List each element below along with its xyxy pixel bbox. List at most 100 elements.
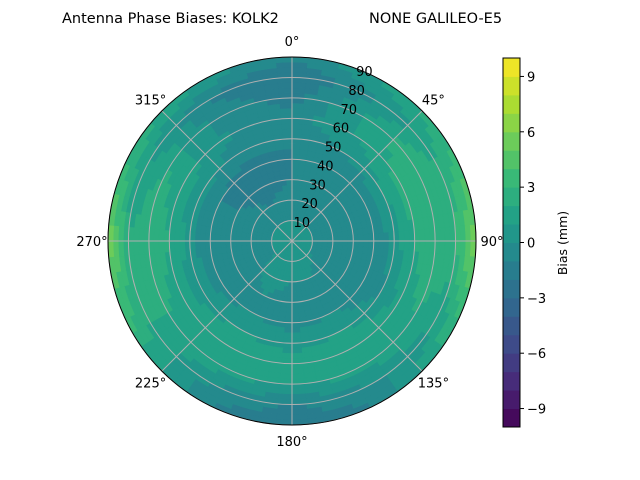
contour-cell [286,179,293,186]
colorbar-tick-label: 0 [527,237,535,252]
radial-tick-label: 90 [356,65,373,80]
contour-cell [342,240,349,247]
contour-cell [403,240,410,252]
angle-gridline [291,240,423,372]
contour-cell [291,332,301,339]
colorbar-tick-label: 9 [527,70,535,85]
contour-cell [284,153,293,160]
colorbar-level [503,224,520,243]
title-left: Antenna Phase Biases: KOLK2 [62,11,279,27]
contour-cell [245,240,252,246]
contour-cell [291,107,304,115]
angle-tick-label: 45° [422,94,445,109]
contour-cell [286,291,293,298]
contour-cell [291,87,306,94]
contour-cell [342,235,349,242]
contour-cell [287,194,293,201]
radial-tick-label: 10 [294,216,311,231]
contour-cell [383,232,390,242]
contour-cell [250,240,257,245]
contour-cell [291,148,301,155]
contour-cell [278,388,293,395]
contour-cell [225,240,232,248]
contour-cell [388,240,395,251]
contour-cell [287,189,293,196]
contour-cell [225,234,232,242]
contour-cell [291,153,300,160]
contour-cell [158,240,166,253]
angle-tick-label: 180° [276,435,307,450]
contour-cell [133,240,140,256]
colorbar-level [503,334,520,354]
contour-cell [291,317,300,324]
contour-cell [459,225,467,242]
contour-cell [398,240,405,252]
contour-cell [174,240,181,252]
contour-cell [336,231,344,238]
radial-tick-label: 20 [301,197,318,212]
colorbar: −9 −6 −3 0 3 6 9 [502,57,546,428]
contour-cell [296,290,303,298]
contour-cell [362,233,369,242]
colorbar-level [503,297,520,317]
contour-cell [240,244,248,251]
contour-cell [291,347,303,354]
contour-cell [235,240,242,247]
contour-cell [288,199,293,206]
radial-tick-label: 70 [340,103,357,118]
contour-cell [283,327,293,334]
contour-cell [220,240,227,248]
angle-tick-label: 135° [418,376,449,391]
contour-cell [230,235,237,242]
contour-cell [284,322,293,329]
contour-cell [444,240,451,256]
angle-tick-labels: 0° 45° 90° 135° 180° 225° 270° 315° [76,35,503,450]
contour-cell [291,373,305,380]
contour-cell [285,306,293,313]
contour-cell [291,179,298,186]
contour-cell [424,228,431,242]
contour-cell [282,189,289,197]
contour-cell [158,229,166,242]
colorbar-level [503,353,520,373]
contour-cell [276,413,293,421]
contour-cell [284,311,293,318]
colorbar-level [503,94,520,114]
contour-cell [284,164,293,171]
contour-cell [337,236,344,242]
contour-cell [291,393,307,400]
colorbar-tick-label: 3 [527,181,535,196]
contour-cell [280,367,293,375]
contour-cell [327,237,334,242]
angle-tick-label: 270° [76,235,107,250]
contour-cell [291,61,308,69]
contour-cell [291,138,302,145]
contour-cell [138,227,145,242]
contour-cell [291,143,301,150]
contour-cell [291,306,299,313]
contour-cell [464,240,472,257]
contour-cell [291,82,307,89]
colorbar-level [503,242,520,262]
colorbar-tick-label: −3 [527,292,546,307]
contour-cell [444,226,451,242]
contour-cell [235,245,243,252]
contour-cell [153,240,160,254]
contour-cell [286,296,293,303]
contour-cell [352,240,359,248]
contour-cell [357,234,364,242]
contour-cell [189,231,196,242]
title-right: NONE GALILEO-E5 [369,11,502,27]
contour-cell [279,102,293,109]
contour-cell [117,225,125,242]
angle-gridline [161,240,293,372]
contour-cell [179,230,186,242]
colorbar-level [503,205,520,225]
contour-cell [179,240,186,252]
colorbar-level [503,279,520,299]
contour-cell [295,285,302,293]
contour-cell [347,240,354,247]
contour-cell [278,87,293,94]
contour-cell [276,408,293,416]
contour-cell [279,373,293,380]
